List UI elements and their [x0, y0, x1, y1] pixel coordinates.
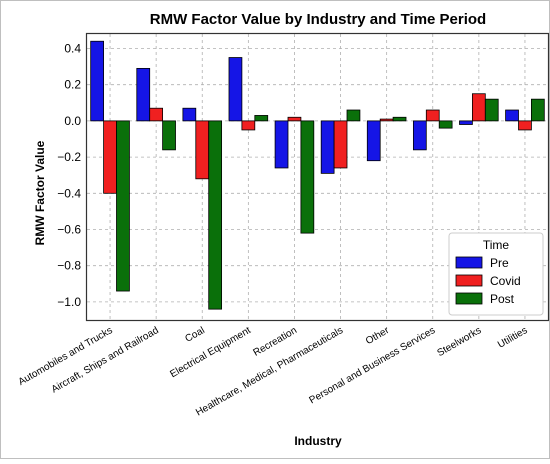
bar-covid: [518, 120, 532, 131]
bar-post: [531, 98, 545, 122]
bar-post: [392, 116, 407, 122]
legend-label-covid: Covid: [490, 274, 521, 288]
bar-covid: [103, 120, 117, 194]
bars: [90, 40, 545, 310]
bar-post: [208, 120, 223, 310]
bar-post: [346, 109, 361, 122]
bar-post: [254, 115, 269, 122]
y-tick-label: −0.6: [57, 222, 81, 236]
bar-covid: [241, 120, 256, 131]
y-tick-label: −0.8: [57, 259, 81, 273]
bar-covid: [195, 120, 210, 180]
legend-swatch-pre: [455, 256, 483, 269]
bar-pre: [228, 57, 243, 122]
bar-post: [162, 120, 176, 151]
plot-area-frame: [85, 32, 550, 322]
bar-pre: [274, 120, 289, 169]
bar-post: [484, 98, 499, 122]
y-tick-label: −0.4: [57, 186, 81, 200]
bar-covid: [379, 118, 394, 122]
bar-pre: [459, 120, 473, 125]
bar-pre: [136, 67, 151, 122]
legend-swatch-covid: [455, 274, 483, 287]
bar-pre: [366, 120, 381, 162]
bar-pre: [320, 120, 335, 174]
y-tick-label: 0.2: [64, 78, 81, 92]
legend-items: Pre Covid Post: [455, 256, 521, 306]
bar-post: [438, 120, 453, 129]
y-axis-label: RMW Factor Value: [33, 140, 47, 245]
bar-pre: [182, 107, 197, 122]
bar-covid: [333, 120, 348, 169]
chart-title: RMW Factor Value by Industry and Time Pe…: [150, 11, 486, 28]
bar-covid: [149, 107, 164, 122]
y-tick-label: −0.2: [57, 150, 81, 164]
y-tick-label: 0.0: [64, 114, 81, 128]
legend-title: Time: [483, 238, 510, 252]
y-tick-label: 0.4: [64, 41, 81, 55]
x-axis-label: Industry: [294, 434, 342, 448]
bar-covid: [471, 93, 486, 122]
legend: Time Pre Covid Post: [448, 232, 544, 316]
legend-swatch-post: [455, 292, 483, 305]
legend-label-pre: Pre: [490, 256, 509, 270]
bar-post: [116, 120, 130, 292]
legend-label-post: Post: [490, 292, 515, 306]
bar-post: [300, 120, 315, 234]
bar-covid: [425, 109, 440, 122]
bar-pre: [90, 40, 104, 122]
bar-covid: [287, 116, 302, 122]
bar-pre: [412, 120, 427, 151]
bar-pre: [505, 109, 519, 122]
y-tick-label: −1.0: [57, 295, 81, 309]
